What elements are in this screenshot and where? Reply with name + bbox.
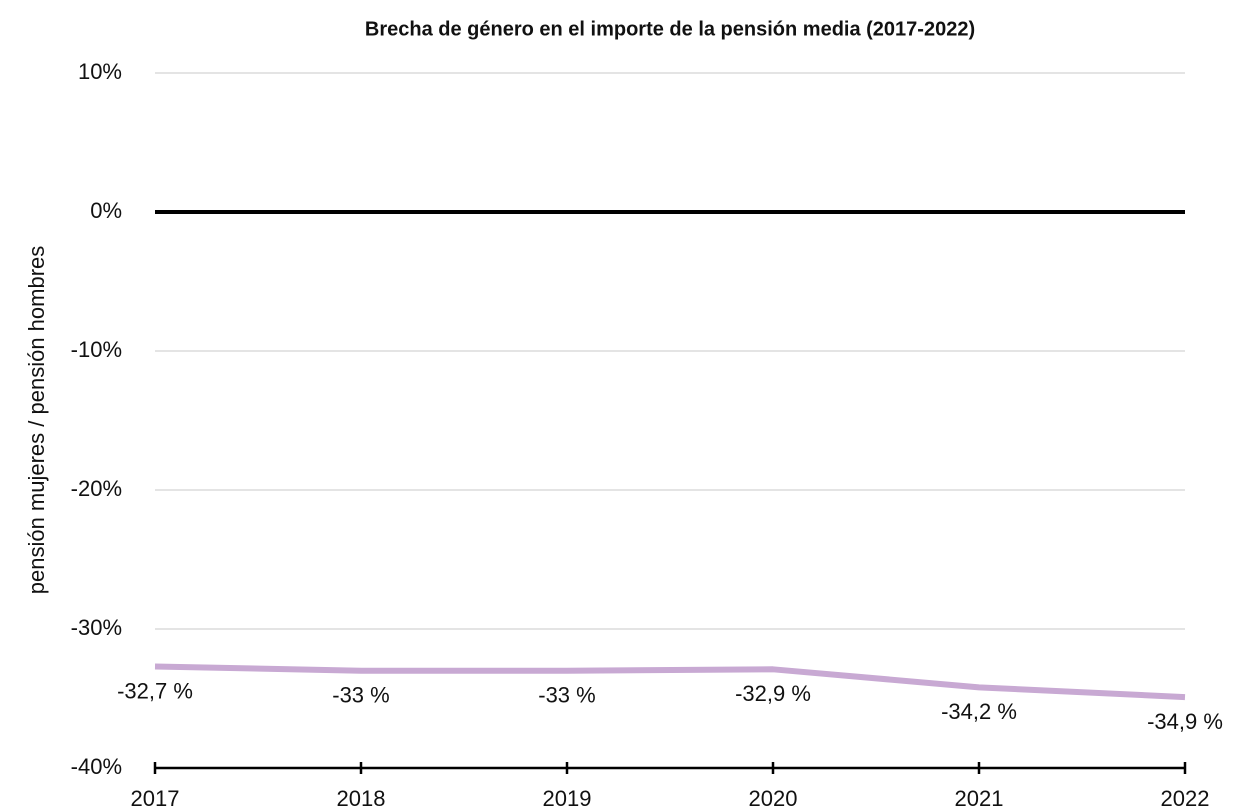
x-tick-label: 2018 [337,786,386,811]
data-label: -34,2 % [941,699,1017,724]
line [154,663,1186,701]
y-axis-label: pensión mujeres / pensión hombres [24,246,49,595]
data-label: -33 % [538,683,595,708]
x-tick-label: 2020 [749,786,798,811]
y-tick-label: -40% [71,754,122,779]
y-tick-label: -30% [71,615,122,640]
x-tick-label: 2019 [543,786,592,811]
chart-title: Brecha de género en el importe de la pen… [365,18,975,40]
data-label: -33 % [332,683,389,708]
y-tick-label: 10% [78,59,122,84]
y-tick-label: -20% [71,476,122,501]
y-tick-label: -10% [71,337,122,362]
x-tick-label: 2017 [131,786,180,811]
x-tick-label: 2022 [1161,786,1210,811]
x-tick-label: 2021 [955,786,1004,811]
data-label: -32,9 % [735,681,811,706]
data-label: -34,9 % [1147,709,1223,734]
y-tick-label: 0% [90,198,122,223]
data-label: -32,7 % [117,678,193,703]
